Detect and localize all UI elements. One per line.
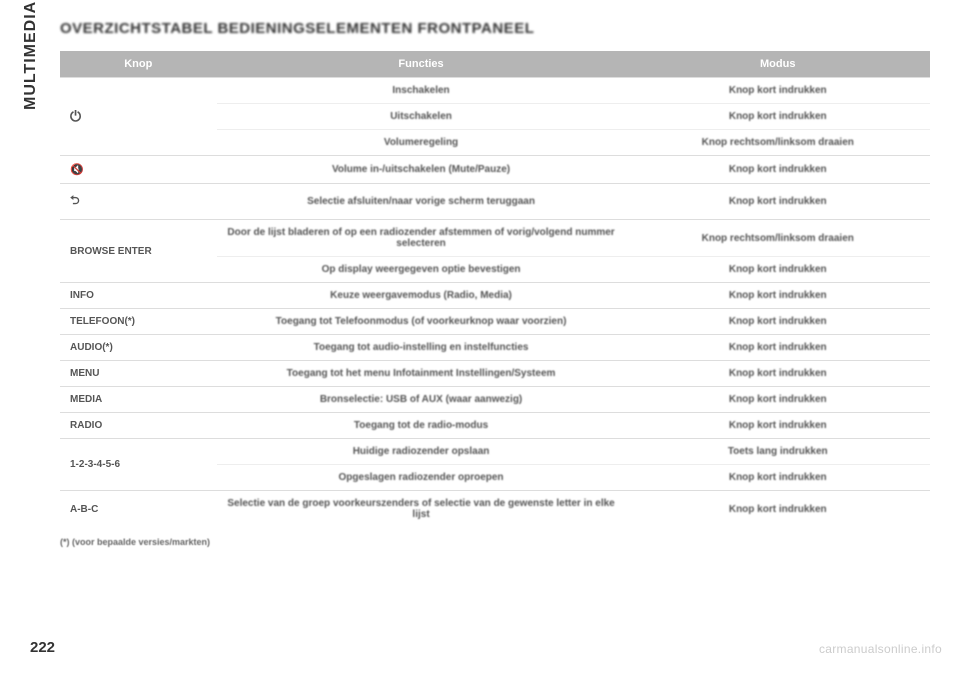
table-header-button: Knop — [60, 51, 217, 78]
function-cell: Selectie afsluiten/naar vorige scherm te… — [217, 184, 626, 220]
function-cell: Toegang tot Telefoonmodus (of voorkeurkn… — [217, 309, 626, 335]
button-label-cell: AUDIO(*) — [60, 335, 217, 361]
function-cell: Huidige radiozender opslaan — [217, 439, 626, 465]
mode-cell: Knop kort indrukken — [625, 465, 930, 491]
footnote: (*) (voor bepaalde versies/markten) — [60, 537, 930, 547]
button-icon: ⏻ — [70, 108, 81, 124]
table-row: A-B-CSelectie van de groep voorkeurszend… — [60, 491, 930, 528]
table-row: ⮌ Selectie afsluiten/naar vorige scherm t… — [60, 184, 930, 220]
mode-cell: Knop rechtsom/linksom draaien — [625, 220, 930, 257]
button-label-cell: 1-2-3-4-5-6 — [60, 439, 217, 491]
button-label-cell: TELEFOON(*) — [60, 309, 217, 335]
table-header-mode: Modus — [625, 51, 930, 78]
mode-cell: Knop kort indrukken — [625, 413, 930, 439]
button-icon: ⮌ — [70, 193, 80, 207]
function-cell: Bronselectie: USB of AUX (waar aanwezig) — [217, 387, 626, 413]
button-label-cell: ⏻ — [60, 78, 217, 156]
table-header-functions: Functies — [217, 51, 626, 78]
function-cell: Volumeregeling — [217, 130, 626, 156]
function-cell: Volume in-/uitschakelen (Mute/Pauze) — [217, 156, 626, 184]
button-label-cell: MEDIA — [60, 387, 217, 413]
function-cell: Uitschakelen — [217, 104, 626, 130]
table-row: RADIOToegang tot de radio-modusKnop kort… — [60, 413, 930, 439]
mode-cell: Knop rechtsom/linksom draaien — [625, 130, 930, 156]
mode-cell: Knop kort indrukken — [625, 309, 930, 335]
table-row: 1-2-3-4-5-6Huidige radiozender opslaanTo… — [60, 439, 930, 465]
table-row: AUDIO(*)Toegang tot audio-instelling en … — [60, 335, 930, 361]
mode-cell: Toets lang indrukken — [625, 439, 930, 465]
button-label-cell: INFO — [60, 283, 217, 309]
mode-cell: Knop kort indrukken — [625, 491, 930, 528]
button-label-cell: BROWSE ENTER — [60, 220, 217, 283]
mode-cell: Knop kort indrukken — [625, 104, 930, 130]
controls-overview-table: Knop Functies Modus ⏻InschakelenKnop kor… — [60, 51, 930, 527]
table-row: INFOKeuze weergavemodus (Radio, Media)Kn… — [60, 283, 930, 309]
function-cell: Keuze weergavemodus (Radio, Media) — [217, 283, 626, 309]
page-number: 222 — [30, 639, 55, 656]
button-label-cell: 🔇 — [60, 156, 217, 184]
mode-cell: Knop kort indrukken — [625, 78, 930, 104]
mode-cell: Knop kort indrukken — [625, 257, 930, 283]
page-title: OVERZICHTSTABEL BEDIENINGSELEMENTEN FRON… — [60, 20, 930, 37]
table-row: TELEFOON(*)Toegang tot Telefoonmodus (of… — [60, 309, 930, 335]
mode-cell: Knop kort indrukken — [625, 283, 930, 309]
table-row: 🔇 Volume in-/uitschakelen (Mute/Pauze)Kno… — [60, 156, 930, 184]
function-cell: Op display weergegeven optie bevestigen — [217, 257, 626, 283]
table-row: MEDIABronselectie: USB of AUX (waar aanw… — [60, 387, 930, 413]
sidebar-section-label: MULTIMEDIA — [22, 1, 40, 110]
function-cell: Toegang tot de radio-modus — [217, 413, 626, 439]
mode-cell: Knop kort indrukken — [625, 156, 930, 184]
function-cell: Opgeslagen radiozender oproepen — [217, 465, 626, 491]
button-icon: 🔇 — [70, 164, 82, 176]
button-label-cell: RADIO — [60, 413, 217, 439]
function-cell: Toegang tot het menu Infotainment Instel… — [217, 361, 626, 387]
button-label-cell: ⮌ — [60, 184, 217, 220]
table-row: MENUToegang tot het menu Infotainment In… — [60, 361, 930, 387]
button-label-cell: A-B-C — [60, 491, 217, 528]
function-cell: Selectie van de groep voorkeurszenders o… — [217, 491, 626, 528]
function-cell: Inschakelen — [217, 78, 626, 104]
button-label-cell: MENU — [60, 361, 217, 387]
table-row: BROWSE ENTERDoor de lijst bladeren of op… — [60, 220, 930, 257]
mode-cell: Knop kort indrukken — [625, 184, 930, 220]
function-cell: Toegang tot audio-instelling en instelfu… — [217, 335, 626, 361]
page-content: OVERZICHTSTABEL BEDIENINGSELEMENTEN FRON… — [60, 20, 930, 547]
table-row: ⏻InschakelenKnop kort indrukken — [60, 78, 930, 104]
mode-cell: Knop kort indrukken — [625, 387, 930, 413]
watermark: carmanualsonline.info — [819, 642, 942, 656]
mode-cell: Knop kort indrukken — [625, 335, 930, 361]
mode-cell: Knop kort indrukken — [625, 361, 930, 387]
function-cell: Door de lijst bladeren of op een radioze… — [217, 220, 626, 257]
